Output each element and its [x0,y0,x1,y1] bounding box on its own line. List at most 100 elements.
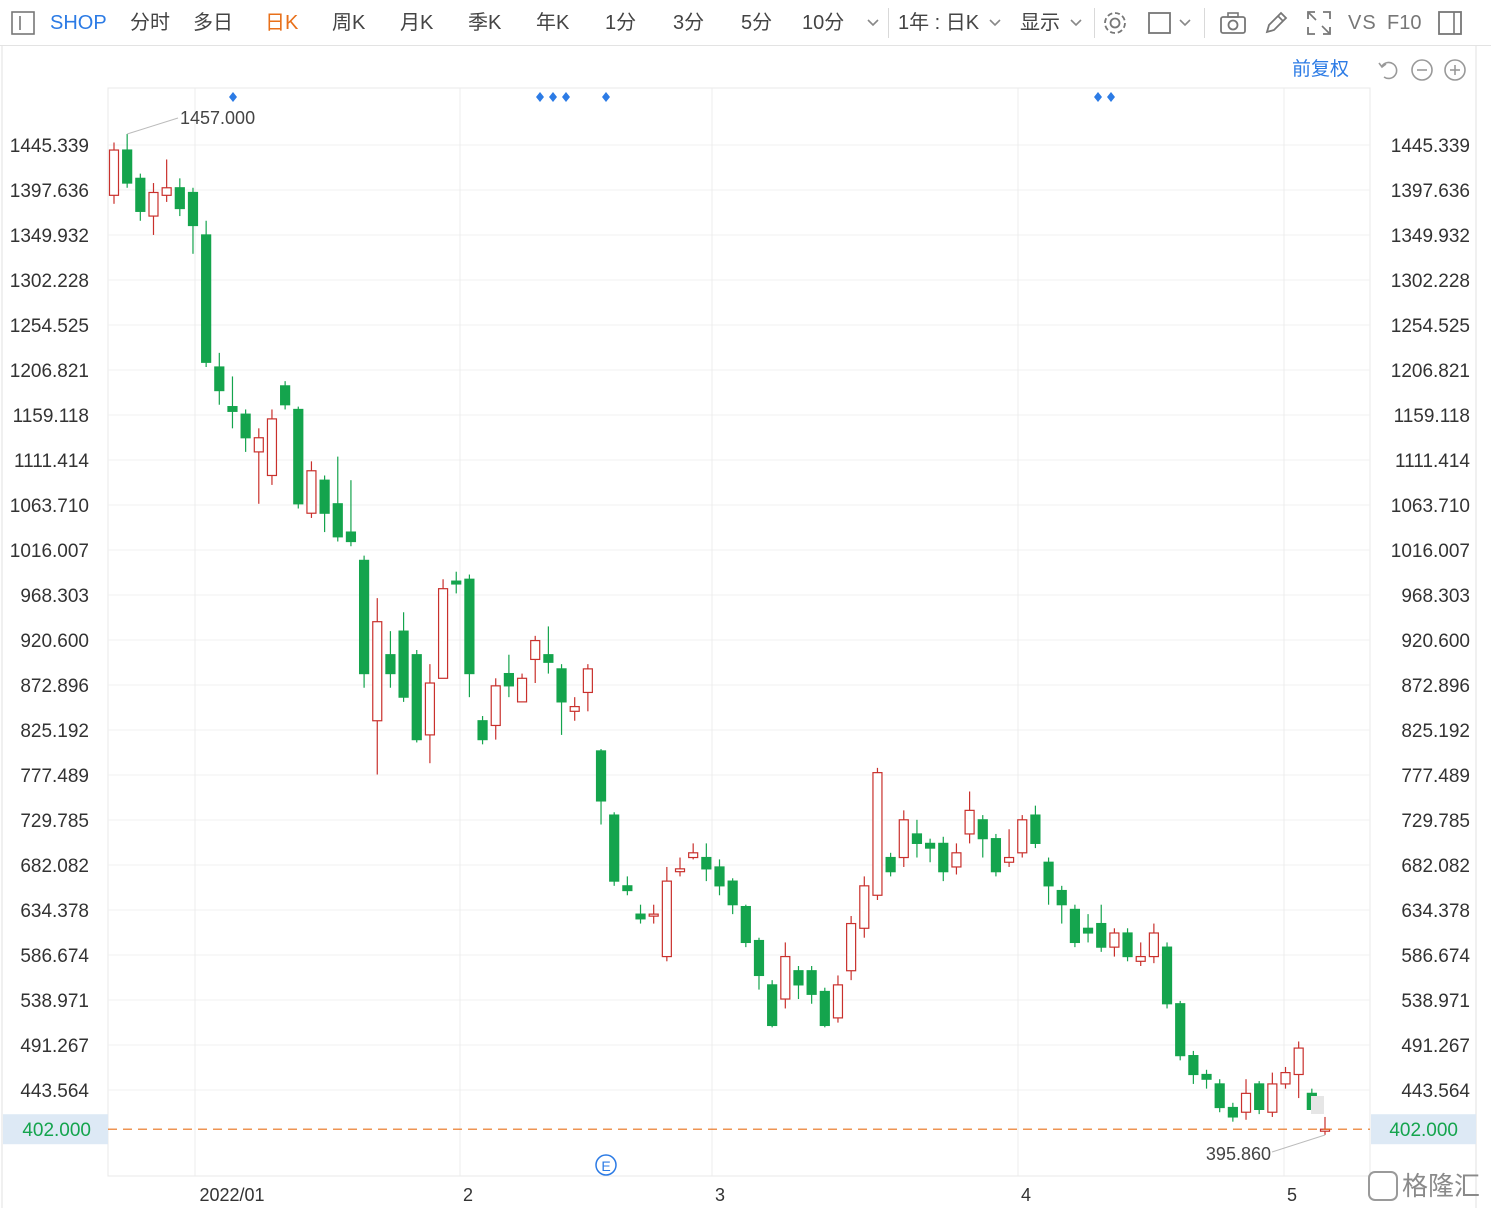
candle[interactable] [740,904,751,948]
candle[interactable] [1030,805,1041,849]
candle[interactable] [925,838,936,863]
display-menu[interactable]: 显示 [1020,12,1060,34]
candle[interactable] [1135,942,1146,967]
pencil-icon[interactable] [1262,9,1290,37]
candle[interactable] [437,579,449,679]
candle[interactable] [819,987,830,1028]
candle[interactable] [201,220,212,368]
candle[interactable] [477,716,488,745]
panel-toggle-icon[interactable] [10,10,36,36]
candle[interactable] [530,635,541,684]
ex-dividend-marker-icon[interactable] [562,92,570,102]
period-tab-monthly[interactable]: 月K [400,12,434,34]
candle[interactable] [464,574,475,698]
candle[interactable] [424,664,436,764]
candle[interactable] [1109,928,1120,957]
candle[interactable] [1293,1041,1304,1099]
candle[interactable] [1056,885,1067,924]
zoom-out-icon[interactable] [1409,57,1435,83]
candle[interactable] [832,975,844,1023]
range-select[interactable]: 1年 : 日K [898,12,980,34]
candle[interactable] [1003,829,1015,867]
candle[interactable] [1175,1000,1186,1061]
candle[interactable] [214,352,225,405]
side-panel-icon[interactable] [1436,9,1464,37]
candle[interactable] [411,649,422,743]
cursor-handle[interactable] [1311,1096,1324,1114]
candle[interactable] [780,942,791,1009]
vs-compare-button[interactable]: VS [1348,12,1377,34]
candle[interactable] [1082,914,1094,943]
period-tab-5min[interactable]: 5分 [741,12,773,34]
candle[interactable] [1227,1102,1238,1122]
candle[interactable] [358,555,370,688]
candle[interactable] [1017,815,1028,858]
candle[interactable] [767,980,778,1028]
candle[interactable] [503,654,514,698]
candle[interactable] [319,475,330,533]
candle[interactable] [793,966,804,1000]
candle[interactable] [345,480,357,547]
period-tab-multiday[interactable]: 多日 [193,12,233,34]
candle[interactable] [859,876,870,938]
candle[interactable] [293,406,304,509]
candle[interactable] [977,815,988,858]
candle[interactable] [266,409,278,485]
ex-dividend-marker-icon[interactable] [1094,92,1102,102]
candle[interactable] [451,571,462,594]
period-tab-quarterly[interactable]: 季K [468,12,502,34]
candle[interactable] [543,626,554,674]
candle[interactable] [108,142,120,204]
candle[interactable] [556,664,567,735]
candle[interactable] [648,904,659,924]
candle[interactable] [148,183,159,235]
candle[interactable] [569,697,580,721]
candle[interactable] [174,178,185,217]
period-tab-yearly[interactable]: 年K [536,12,570,34]
candle[interactable] [135,173,146,221]
fullscreen-icon[interactable] [1305,9,1333,37]
gear-icon[interactable] [1101,9,1129,37]
period-tab-3min[interactable]: 3分 [673,12,705,34]
candle[interactable] [1161,942,1173,1009]
candle[interactable] [240,409,251,452]
ex-dividend-marker-icon[interactable] [549,92,557,102]
ex-dividend-marker-icon[interactable] [229,92,237,102]
ex-dividend-marker-icon[interactable] [1107,92,1115,102]
price-adjust-mode[interactable]: 前复权 [1292,59,1350,80]
candle[interactable] [806,966,817,1004]
candle[interactable] [701,843,712,882]
candle[interactable] [911,819,923,858]
candle[interactable] [661,866,672,962]
period-tab-10min[interactable]: 10分 [802,12,845,34]
candle[interactable] [990,833,1002,877]
candle[interactable] [227,376,238,429]
candle[interactable] [1214,1079,1225,1113]
candle[interactable] [938,836,949,882]
candle[interactable] [964,791,975,844]
candle[interactable] [609,812,620,886]
candle[interactable] [635,904,646,924]
candle[interactable] [595,749,607,825]
candle[interactable] [1280,1066,1291,1089]
candle[interactable] [306,461,317,518]
candle[interactable] [490,678,501,740]
candle[interactable] [1319,1116,1331,1135]
candle[interactable] [187,187,199,254]
candle[interactable] [753,937,765,990]
candle[interactable] [622,876,633,896]
period-tab-1min[interactable]: 1分 [605,12,637,34]
period-tab-daily[interactable]: 日K [265,12,299,34]
period-tab-weekly[interactable]: 周K [332,12,366,34]
candle[interactable] [898,810,909,867]
candle[interactable] [516,673,528,703]
undo-icon[interactable] [1376,57,1402,83]
candle[interactable] [951,843,962,875]
candle[interactable] [885,852,896,877]
candle[interactable] [727,878,738,915]
candle[interactable] [1267,1072,1278,1117]
candle[interactable] [253,428,264,504]
chevron-down-icon[interactable] [984,12,1006,34]
candle[interactable] [1122,928,1133,962]
